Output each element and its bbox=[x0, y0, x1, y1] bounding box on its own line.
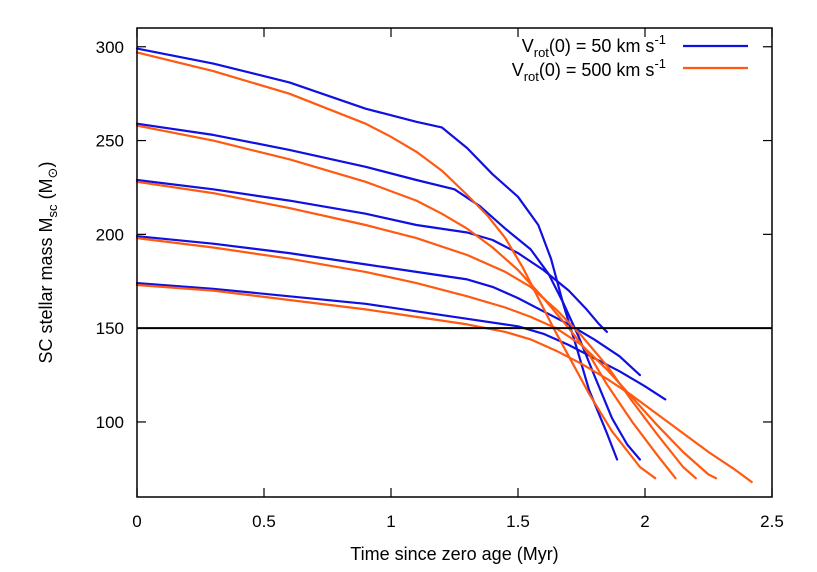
series-500-5 bbox=[135, 51, 657, 480]
legend-label-500: Vrot(0) = 500 km s-1 bbox=[512, 56, 666, 84]
x-tick-label-3: 1.5 bbox=[506, 512, 530, 531]
series-50-0 bbox=[135, 47, 619, 461]
legend-label-50-sub: rot bbox=[534, 45, 550, 60]
x-tick-label-4: 2 bbox=[640, 512, 649, 531]
series-500-8 bbox=[135, 237, 718, 480]
x-tick-label-2: 1 bbox=[386, 512, 395, 531]
legend-label-50: Vrot(0) = 50 km s-1 bbox=[522, 32, 666, 60]
y-tick-label-3: 250 bbox=[96, 132, 124, 151]
series-500-9 bbox=[135, 283, 753, 484]
series-50-4 bbox=[135, 282, 667, 401]
y-axis-title-sub: sc bbox=[45, 204, 60, 218]
ticks-layer: 0 0.5 1 1.5 2 2.5 100 150 200 250 300 bbox=[96, 28, 784, 531]
series-500-7 bbox=[135, 180, 697, 480]
legend: Vrot(0) = 50 km s-1 Vrot(0) = 500 km s-1 bbox=[512, 32, 748, 84]
plot-frame bbox=[136, 27, 773, 498]
x-axis-title: Time since zero age (Myr) bbox=[350, 544, 558, 564]
series-50-3 bbox=[135, 235, 642, 377]
legend-label-50-mid: (0) = 50 km s bbox=[549, 36, 655, 56]
y-axis-title-main: SC stellar mass M bbox=[36, 217, 56, 363]
x-tick-label-0: 0 bbox=[132, 512, 141, 531]
y-axis-title-unit-close: ) bbox=[36, 162, 56, 168]
y-axis-title: SC stellar mass Msc (M⊙) bbox=[36, 162, 60, 364]
legend-label-50-sup: -1 bbox=[654, 32, 666, 47]
legend-entry-50: Vrot(0) = 50 km s-1 bbox=[522, 32, 748, 60]
y-axis-title-unit-open: (M bbox=[36, 178, 56, 204]
legend-label-500-sub: rot bbox=[524, 69, 540, 84]
sun-symbol: ⊙ bbox=[45, 168, 60, 179]
curves-layer bbox=[135, 47, 753, 484]
y-tick-label-0: 100 bbox=[96, 413, 124, 432]
y-tick-label-4: 300 bbox=[96, 38, 124, 57]
legend-label-500-sup: -1 bbox=[654, 56, 666, 71]
series-500-6 bbox=[135, 124, 677, 480]
legend-label-500-mid: (0) = 500 km s bbox=[539, 60, 655, 80]
x-tick-label-1: 0.5 bbox=[252, 512, 276, 531]
y-tick-label-2: 200 bbox=[96, 225, 124, 244]
series-50-1 bbox=[135, 122, 642, 461]
y-tick-label-1: 150 bbox=[96, 319, 124, 338]
legend-label-50-pre: V bbox=[522, 36, 534, 56]
x-tick-label-5: 2.5 bbox=[760, 512, 784, 531]
series-50-2 bbox=[135, 178, 609, 333]
legend-label-500-pre: V bbox=[512, 60, 524, 80]
legend-entry-500: Vrot(0) = 500 km s-1 bbox=[512, 56, 748, 84]
